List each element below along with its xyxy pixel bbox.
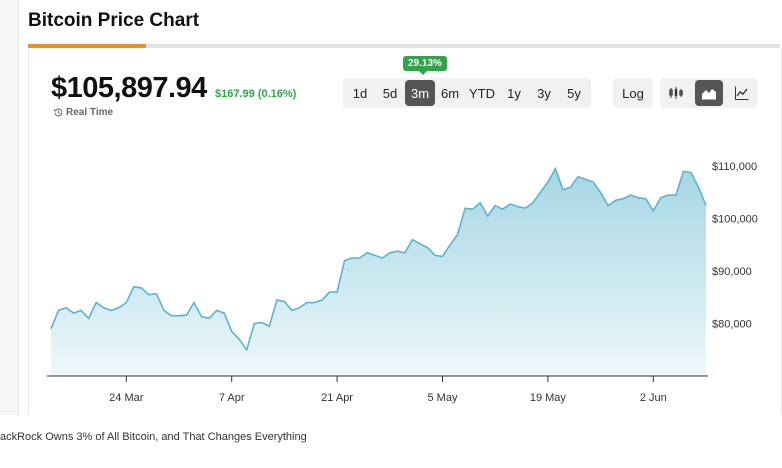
candlestick-icon: [669, 87, 684, 99]
range-6m-button[interactable]: 6m: [440, 85, 460, 101]
price-area: [51, 168, 706, 376]
x-axis-ticks: 24 Mar 7 Apr 21 Apr 5 May 19 May 2 Jun: [109, 376, 667, 404]
range-1d-button[interactable]: 1d: [352, 85, 368, 101]
title-divider: [28, 44, 780, 48]
x-tick-label: 5 May: [428, 392, 458, 404]
left-edge-panel: [0, 0, 19, 415]
range-ytd-button[interactable]: YTD: [469, 85, 495, 101]
line-icon: [734, 86, 749, 100]
range-3m-button[interactable]: 3m: [405, 80, 435, 106]
y-tick-label: $100,000: [712, 214, 758, 226]
price-chart[interactable]: 24 Mar 7 Apr 21 Apr 5 May 19 May 2 Jun $80,00…: [0, 0, 782, 420]
y-tick-label: $90,000: [712, 266, 752, 278]
performance-badge: 29.13%: [403, 56, 447, 75]
price-line: [50, 166, 707, 352]
article-headline-link[interactable]: ackRock Owns 3% of All Bitcoin, and That…: [0, 431, 307, 443]
x-tick-label: 2 Jun: [640, 392, 667, 404]
x-tick-label: 24 Mar: [109, 392, 144, 404]
history-icon: [53, 108, 63, 117]
realtime-indicator: Real Time: [53, 107, 113, 118]
range-5d-button[interactable]: 5d: [382, 85, 398, 101]
area-icon: [701, 89, 716, 100]
candlestick-chart-button[interactable]: [662, 80, 690, 106]
x-tick-label: 21 Apr: [321, 392, 353, 404]
range-5y-button[interactable]: 5y: [567, 85, 581, 101]
x-tick-label: 19 May: [530, 392, 567, 404]
y-tick-label: $110,000: [712, 161, 757, 173]
realtime-label: Real Time: [66, 107, 114, 118]
area-chart-button[interactable]: [694, 80, 723, 106]
current-price: $105,897.94: [51, 72, 207, 104]
x-tick-label: 7 Apr: [219, 392, 245, 404]
range-1y-button[interactable]: 1y: [507, 85, 521, 101]
log-scale-button[interactable]: Log: [613, 78, 653, 108]
y-tick-label: $80,000: [712, 319, 752, 331]
page-title: Bitcoin Price Chart: [28, 10, 200, 31]
time-range-selector: 1d 5d 3m 6m YTD 1y 3y 5y: [343, 78, 591, 108]
y-axis-ticks: $80,000 $90,000 $100,000 $110,000: [712, 161, 758, 330]
line-chart-button[interactable]: [728, 80, 756, 106]
range-3y-button[interactable]: 3y: [537, 85, 551, 101]
title-divider-accent: [28, 44, 146, 48]
chart-type-selector: [660, 78, 758, 108]
price-change: $167.99 (0.16%): [215, 88, 297, 100]
